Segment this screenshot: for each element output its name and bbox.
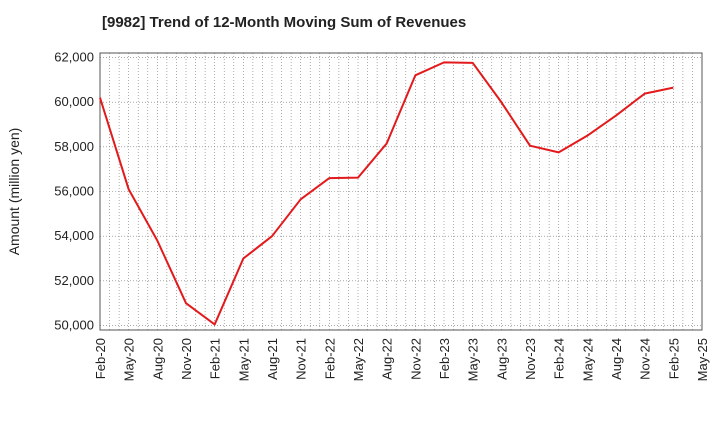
x-tick-label: Feb-25 — [666, 338, 681, 379]
y-tick-label: 56,000 — [54, 184, 94, 199]
x-tick-label: May-23 — [466, 338, 481, 381]
series-layer — [99, 61, 674, 326]
plot-frame — [99, 52, 703, 331]
y-tick-label: 50,000 — [54, 318, 94, 333]
y-tick-label: 60,000 — [54, 94, 94, 109]
y-axis-label: Amount (million yen) — [6, 128, 22, 256]
x-tick-label: Feb-20 — [93, 338, 108, 379]
x-tick-label: Aug-21 — [265, 338, 280, 380]
x-tick-label: May-24 — [580, 338, 595, 381]
x-tick-label: May-25 — [695, 338, 710, 381]
y-axis-ticks: 50,000 52,000 54,000 56,000 58,000 60,000 62,0… — [54, 49, 94, 332]
x-tick-label: Nov-22 — [408, 338, 423, 380]
chart-title: [9982] Trend of 12-Month Moving Sum of R… — [102, 14, 467, 31]
y-tick-label: 62,000 — [54, 49, 94, 64]
x-tick-label: Feb-22 — [322, 338, 337, 379]
x-tick-label: May-20 — [122, 338, 137, 381]
x-tick-label: May-21 — [236, 338, 251, 381]
y-tick-label: 58,000 — [54, 139, 94, 154]
x-tick-label: May-22 — [351, 338, 366, 381]
y-tick-label: 54,000 — [54, 228, 94, 243]
x-tick-label: Feb-21 — [208, 338, 223, 379]
x-tick-label: Nov-24 — [638, 338, 653, 380]
x-axis-ticks: Feb-20 May-20 Aug-20 Nov-20 Feb-21 May-21 Aug-… — [93, 338, 710, 381]
y-tick-label: 52,000 — [54, 273, 94, 288]
x-tick-label: Aug-24 — [609, 338, 624, 380]
x-tick-label: Aug-22 — [380, 338, 395, 380]
grid — [100, 53, 702, 330]
x-tick-label: Feb-24 — [552, 338, 567, 379]
x-tick-label: Nov-20 — [179, 338, 194, 380]
x-tick-label: Feb-23 — [437, 338, 452, 379]
x-tick-label: Aug-20 — [150, 338, 165, 380]
x-tick-label: Aug-23 — [494, 338, 509, 380]
x-tick-label: Nov-21 — [294, 338, 309, 380]
x-tick-label: Nov-23 — [523, 338, 538, 380]
